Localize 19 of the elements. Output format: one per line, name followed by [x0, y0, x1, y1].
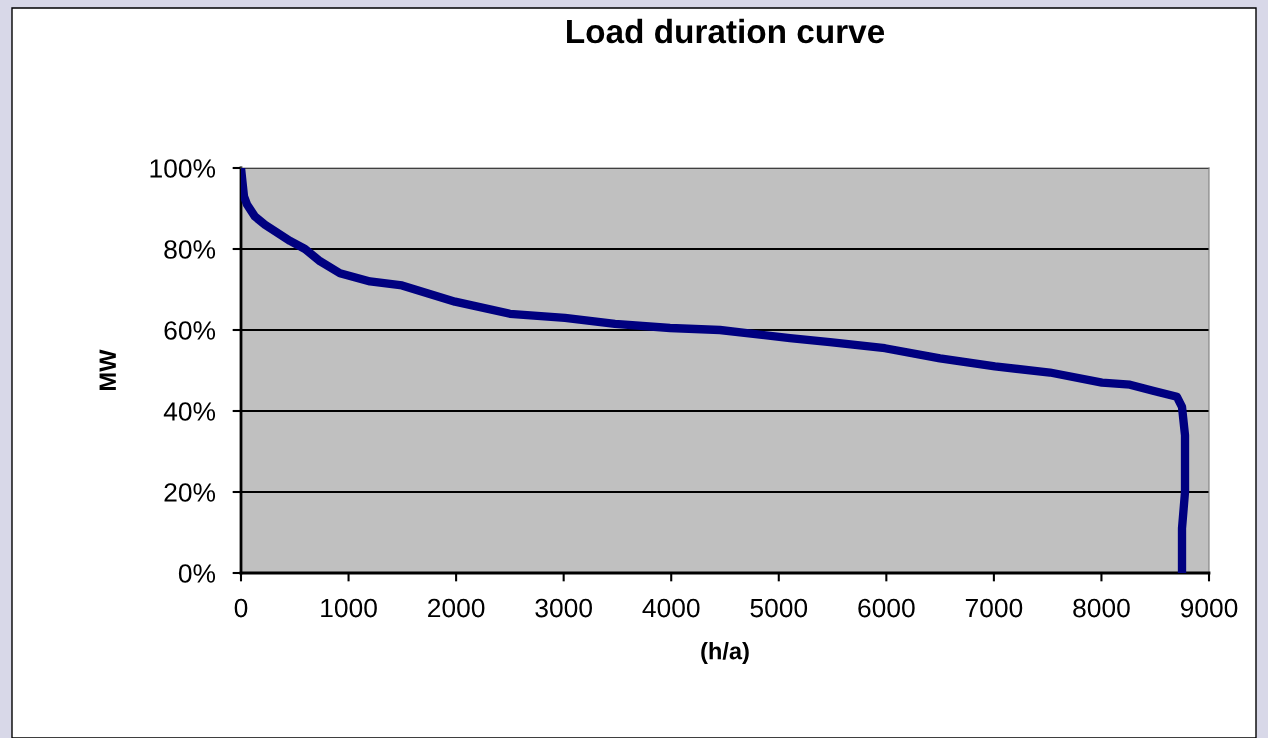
- x-tick-label: 4000: [642, 598, 700, 618]
- y-tick-label: 80%: [164, 240, 216, 259]
- x-tick-label: 5000: [750, 598, 808, 618]
- x-axis-title: (h/a): [701, 642, 749, 665]
- chart-title: Load duration curve: [567, 18, 885, 44]
- x-tick-label: 1000: [321, 598, 377, 618]
- y-axis-title: MW: [99, 349, 116, 390]
- x-tick-label: 3000: [535, 598, 592, 618]
- x-tick-label: 8000: [1073, 598, 1130, 618]
- x-tick-label: 9000: [1180, 598, 1238, 618]
- y-tick-label: 20%: [164, 483, 216, 502]
- y-tick-label: 60%: [164, 321, 216, 340]
- x-tick-label: 0: [234, 598, 248, 618]
- x-tick-label: 6000: [858, 598, 915, 618]
- y-tick-label: 100%: [150, 159, 216, 178]
- y-tick-label: 40%: [163, 402, 216, 421]
- y-tick-label: 0%: [178, 564, 216, 583]
- x-tick-label: 2000: [428, 598, 485, 618]
- x-tick-label: 7000: [965, 598, 1023, 618]
